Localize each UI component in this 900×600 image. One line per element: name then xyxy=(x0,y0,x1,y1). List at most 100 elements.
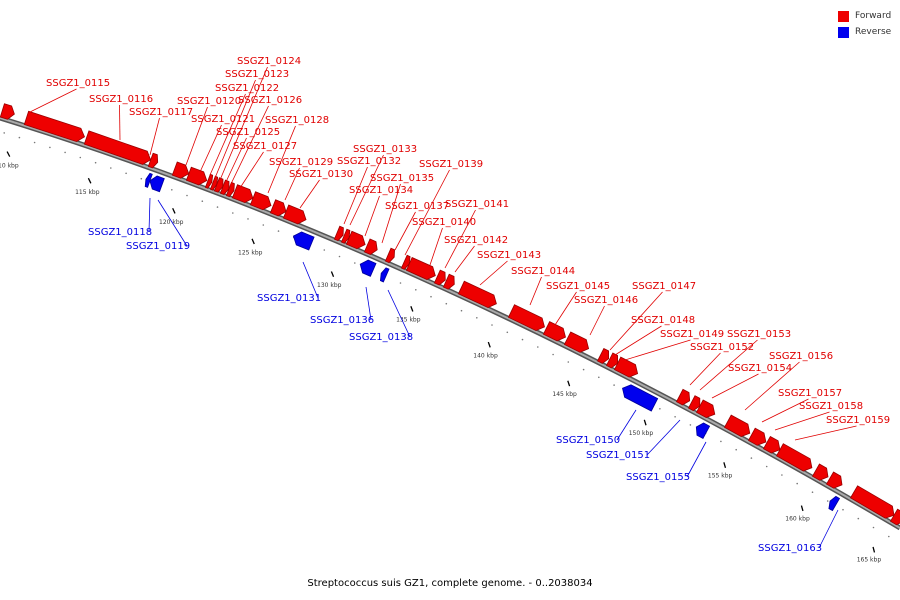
gene-label: SSGZ1_0123 xyxy=(225,69,289,80)
label-leader xyxy=(454,245,475,273)
forward-gene[interactable] xyxy=(249,191,272,211)
forward-gene[interactable] xyxy=(231,184,254,204)
label-leader xyxy=(199,124,222,173)
kbp-tick xyxy=(6,151,11,157)
reverse-gene[interactable] xyxy=(622,384,659,412)
label-leader xyxy=(148,197,151,233)
minor-tick xyxy=(277,230,280,232)
kbp-tick-label: 110 kbp xyxy=(0,163,19,170)
label-leader xyxy=(224,137,247,185)
forward-gene[interactable] xyxy=(147,152,159,169)
reverse-gene[interactable] xyxy=(828,495,841,512)
reverse-gene[interactable] xyxy=(379,267,390,283)
forward-gene[interactable] xyxy=(345,230,366,250)
minor-tick xyxy=(247,218,249,220)
forward-gene[interactable] xyxy=(209,175,219,191)
gene-label: SSGZ1_0129 xyxy=(269,157,333,168)
label-leader xyxy=(689,352,721,386)
forward-gene[interactable] xyxy=(363,238,378,255)
forward-gene[interactable] xyxy=(747,427,767,446)
gene-label: SSGZ1_0126 xyxy=(238,95,302,106)
minor-tick xyxy=(552,353,554,356)
gene-label: SSGZ1_0119 xyxy=(126,241,190,252)
label-leader xyxy=(29,88,77,113)
forward-gene[interactable] xyxy=(171,161,190,179)
forward-gene[interactable] xyxy=(762,435,781,454)
label-leader xyxy=(646,419,681,456)
label-leader xyxy=(589,305,605,336)
forward-gene[interactable] xyxy=(204,173,214,189)
forward-gene[interactable] xyxy=(282,204,307,225)
label-leader xyxy=(794,425,857,441)
forward-gene[interactable] xyxy=(0,103,15,120)
legend-forward-label: Forward xyxy=(855,11,892,21)
kbp-tick xyxy=(251,238,255,245)
kbp-tick xyxy=(723,462,727,468)
forward-gene[interactable] xyxy=(333,225,344,242)
label-leader xyxy=(529,276,542,306)
forward-gene[interactable] xyxy=(400,254,411,270)
gene-label: SSGZ1_0134 xyxy=(349,185,413,196)
gene-label: SSGZ1_0128 xyxy=(265,115,329,126)
forward-gene[interactable] xyxy=(775,443,813,472)
reverse-gene[interactable] xyxy=(144,172,153,188)
label-leader xyxy=(119,104,121,141)
forward-gene[interactable] xyxy=(442,273,455,290)
forward-gene[interactable] xyxy=(225,181,235,198)
label-leader xyxy=(444,209,476,269)
forward-gene[interactable] xyxy=(849,485,895,519)
kbp-tick-label: 115 kbp xyxy=(75,189,100,196)
forward-gene[interactable] xyxy=(675,388,691,406)
forward-gene[interactable] xyxy=(811,463,829,481)
reverse-gene[interactable] xyxy=(149,175,165,193)
minor-tick xyxy=(888,535,890,538)
forward-gene[interactable] xyxy=(563,331,590,353)
forward-gene[interactable] xyxy=(889,508,900,526)
gene-label: SSGZ1_0163 xyxy=(758,543,822,554)
forward-gene[interactable] xyxy=(596,347,609,364)
forward-gene[interactable] xyxy=(695,399,716,418)
reverse-gene[interactable] xyxy=(292,231,315,251)
label-leader xyxy=(157,199,188,247)
forward-gene[interactable] xyxy=(605,352,618,369)
minor-tick xyxy=(415,289,417,291)
forward-gene[interactable] xyxy=(723,414,751,437)
forward-gene[interactable] xyxy=(83,130,152,165)
forward-gene[interactable] xyxy=(405,256,436,280)
gene-label: SSGZ1_0144 xyxy=(511,266,575,277)
reverse-gene[interactable] xyxy=(359,259,377,277)
gene-label: SSGZ1_0146 xyxy=(574,295,638,306)
gene-label: SSGZ1_0136 xyxy=(310,315,374,326)
forward-gene[interactable] xyxy=(384,247,396,264)
minor-tick xyxy=(567,361,570,363)
forward-gene[interactable] xyxy=(340,228,351,244)
minor-tick xyxy=(781,474,783,476)
gene-label: SSGZ1_0122 xyxy=(215,83,279,94)
label-leaders xyxy=(29,66,857,549)
forward-gene[interactable] xyxy=(269,199,287,217)
forward-gene[interactable] xyxy=(433,269,446,286)
gene-label: SSGZ1_0157 xyxy=(778,388,842,399)
label-leader xyxy=(818,509,839,549)
forward-gene[interactable] xyxy=(219,179,230,195)
forward-gene[interactable] xyxy=(213,177,224,193)
label-leader xyxy=(404,169,450,256)
label-leader xyxy=(614,325,662,356)
reverse-gene[interactable] xyxy=(695,422,711,440)
legend-reverse: Reverse xyxy=(838,24,891,40)
forward-gene[interactable] xyxy=(613,356,639,378)
forward-gene[interactable] xyxy=(185,166,208,186)
kbp-tick-label: 150 kbp xyxy=(629,430,654,437)
forward-gene[interactable] xyxy=(825,471,843,489)
forward-gene[interactable] xyxy=(23,110,86,143)
minor-tick xyxy=(430,295,432,298)
gene-label: SSGZ1_0120 xyxy=(177,96,241,107)
forward-gene[interactable] xyxy=(687,395,701,412)
forward-gene[interactable] xyxy=(542,321,566,342)
forward-gene[interactable] xyxy=(507,304,545,332)
forward-gene[interactable] xyxy=(457,280,497,309)
gene-label: SSGZ1_0159 xyxy=(826,415,890,426)
kbp-tick-label: 120 kbp xyxy=(159,219,184,226)
legend: Forward Reverse xyxy=(838,8,891,40)
minor-tick xyxy=(811,491,814,494)
